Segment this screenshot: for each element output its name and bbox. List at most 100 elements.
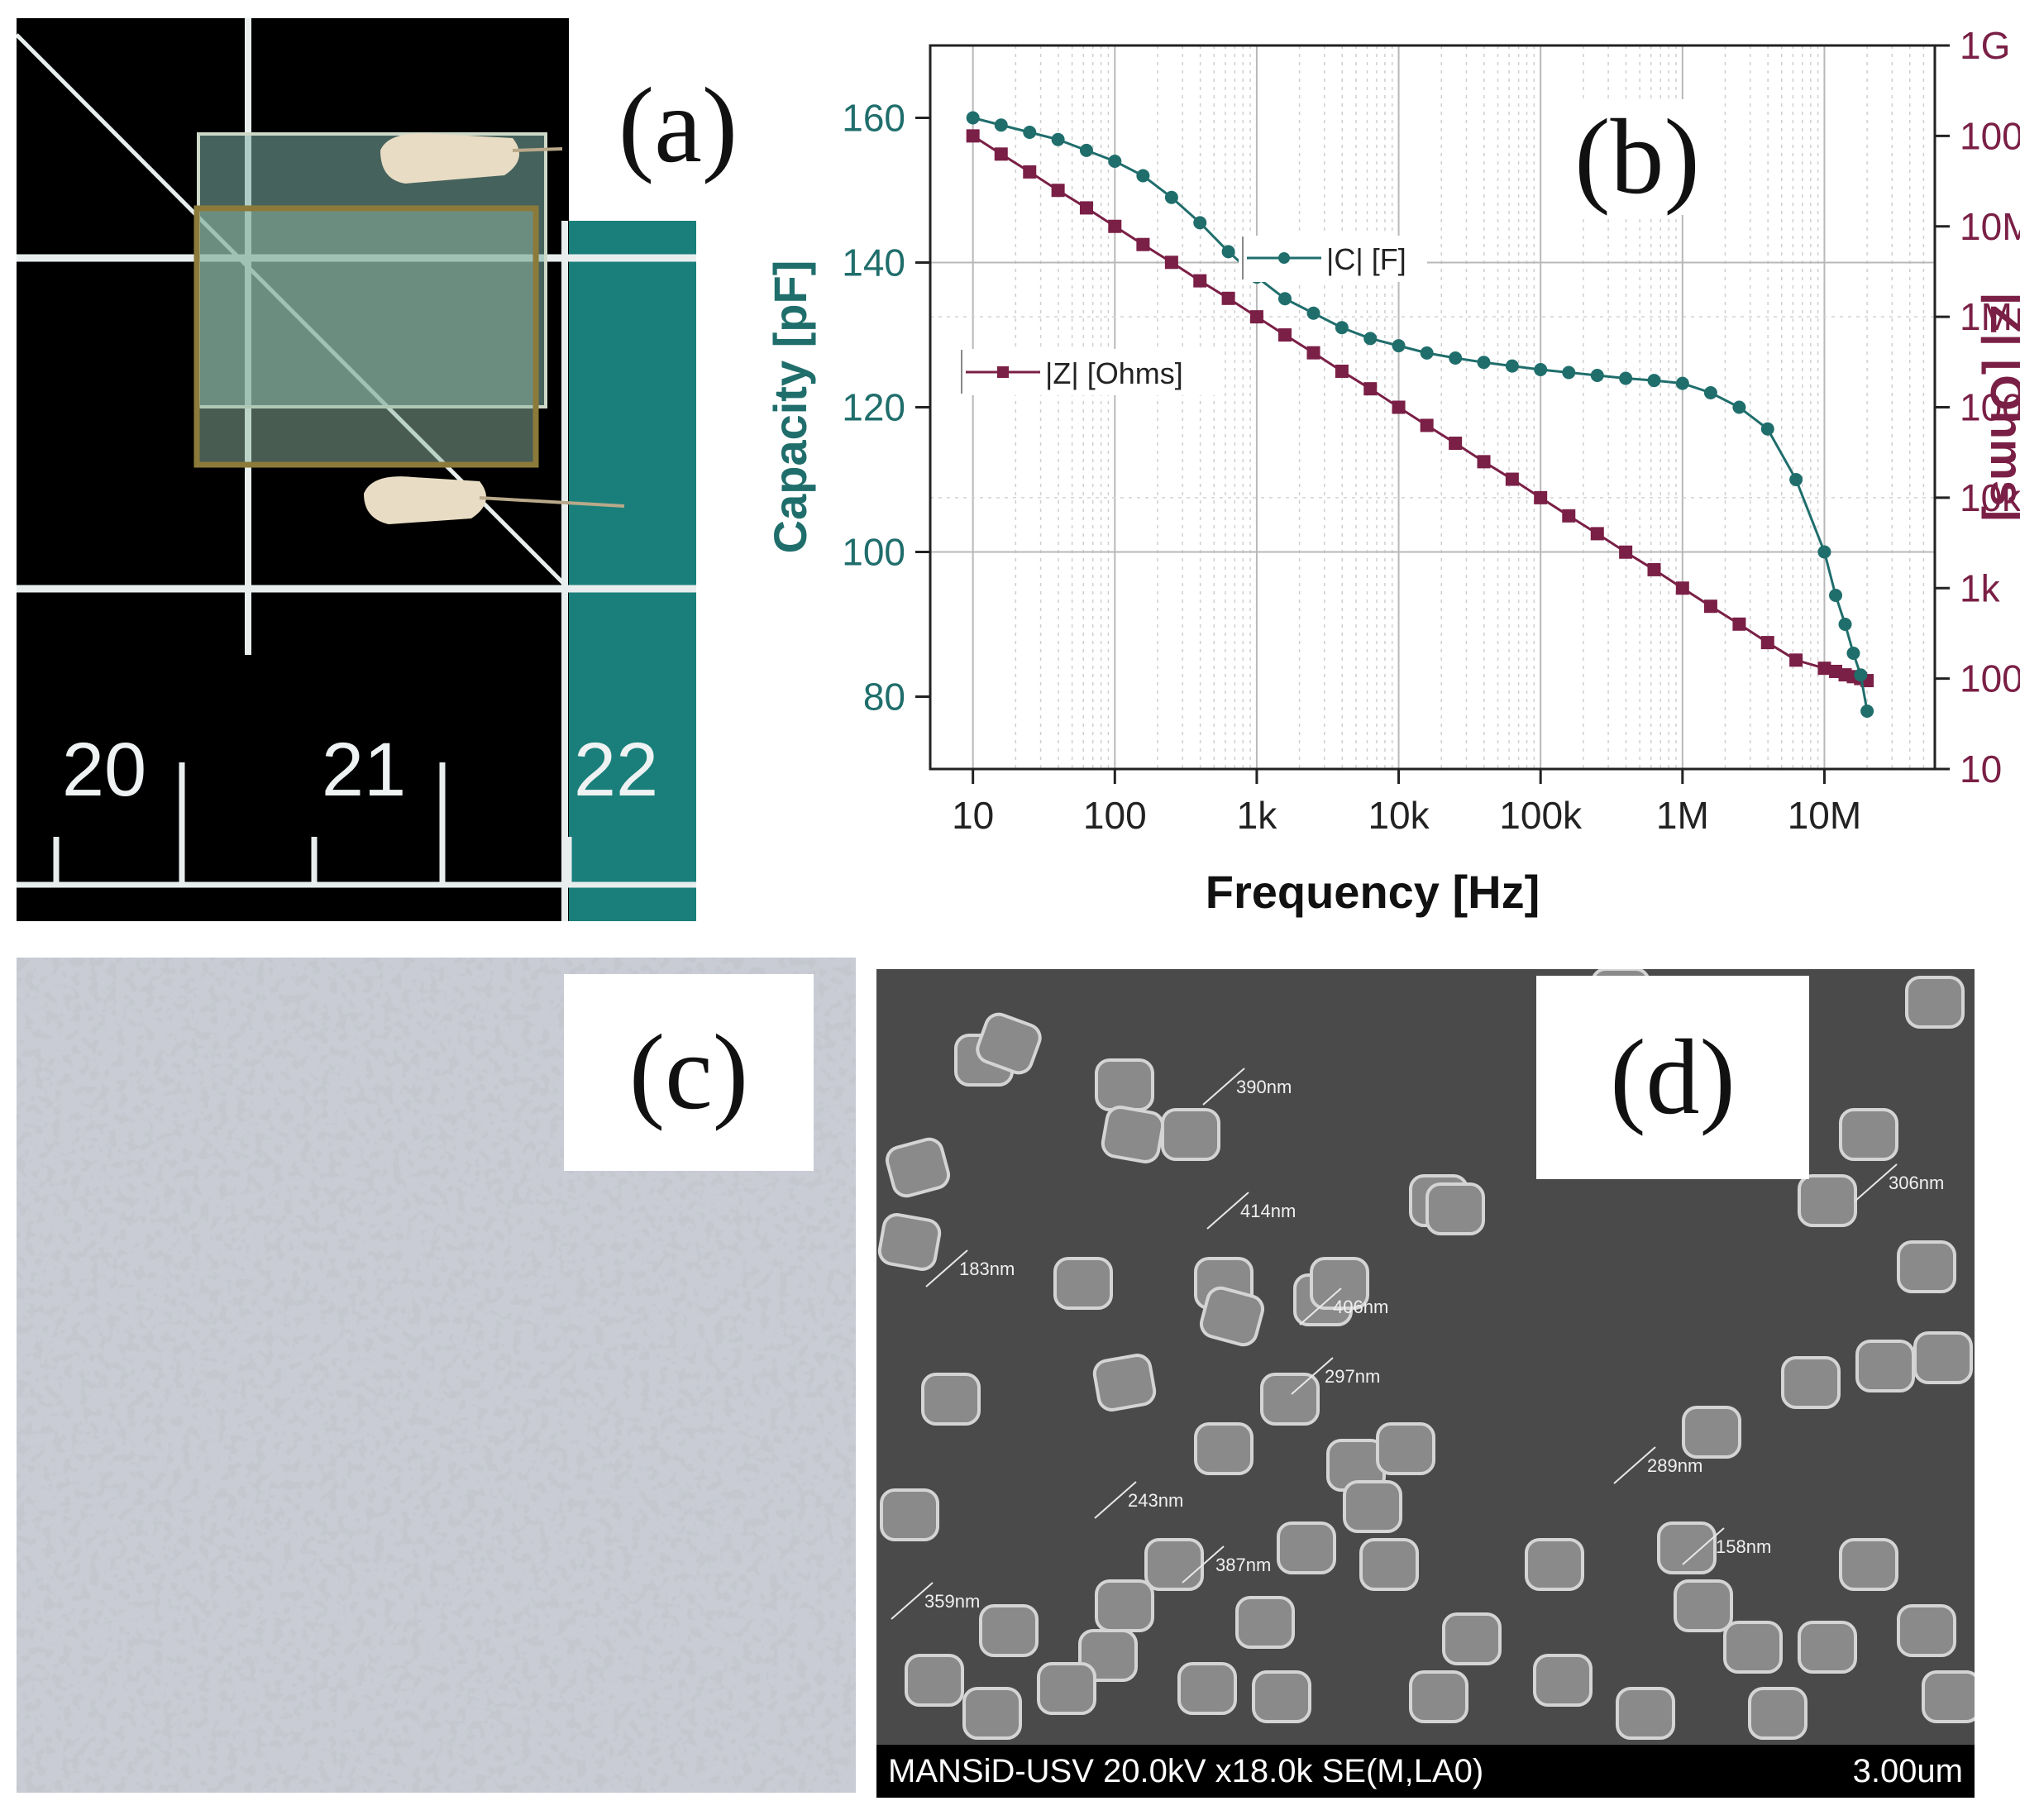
impedance-point: [1449, 437, 1463, 451]
y-axis-label-left: Capacity [pF]: [764, 260, 816, 554]
electrode-frame: [193, 205, 539, 468]
y-right-tick-label: 10M: [1960, 205, 2020, 248]
impedance-point: [1703, 600, 1717, 614]
capacity-point: [1562, 365, 1576, 380]
capacity-point: [1477, 356, 1491, 370]
measurement-line: [1613, 1446, 1656, 1484]
nanoparticle: [1260, 1373, 1320, 1426]
capacity-point: [1703, 386, 1717, 399]
impedance-point: [1108, 219, 1122, 233]
measurement-line: [891, 1582, 934, 1620]
y-axis-label-right: |Z| [Ohms]: [1980, 292, 2020, 521]
y-right-tick-label: 10k: [1960, 476, 2020, 519]
nanoparticle: [1194, 1422, 1254, 1475]
y-tick-label: 80: [863, 676, 905, 719]
x-tick-label: 100: [1083, 794, 1147, 837]
nanoparticle: [1177, 1662, 1237, 1715]
y-right-tick-label: 100k: [1960, 386, 2020, 429]
measurement-line: [1299, 1287, 1342, 1326]
capacity-point: [1392, 339, 1406, 353]
measurement-label: 306nm: [1889, 1173, 1944, 1193]
capacity-point: [966, 111, 980, 125]
impedance-point: [1817, 662, 1831, 676]
measurement-label: 183nm: [959, 1259, 1015, 1279]
panel-d-label: (d): [1536, 976, 1809, 1179]
nanoparticle: [1839, 1538, 1898, 1591]
nanoparticle: [1376, 1422, 1435, 1475]
measurement-label: 390nm: [1236, 1077, 1292, 1097]
impedance-point: [1335, 364, 1349, 378]
panel-d: 390nm 414nm 406nm 183nm 297nm 243nm 387nm 359nm…: [876, 967, 1981, 1798]
panel-a-label: (a): [618, 66, 738, 185]
x-tick-label: 10k: [1368, 794, 1430, 837]
capacity-point: [1449, 351, 1463, 365]
nanoparticle: [1359, 1538, 1419, 1591]
legend-capacity: |C| [F]: [1239, 236, 1427, 282]
sem-info-bar: MANSiD-USV 20.0kV x18.0k SE(M,LA0) 3.00u…: [876, 1745, 1975, 1798]
nanoparticle: [1252, 1670, 1311, 1723]
capacity-point: [1846, 647, 1860, 660]
nanoparticle: [1092, 1354, 1157, 1412]
ruler-number-22: 22: [574, 728, 658, 812]
impedance-point: [1760, 636, 1774, 650]
nanoparticle: [1078, 1629, 1138, 1682]
y-axis-right: 10 100 1k 10k 100k 1M 10M 100M 1G: [1935, 24, 2020, 791]
measurement-line: [1855, 1163, 1898, 1201]
nanoparticle: [1525, 1538, 1584, 1591]
capacity-point: [1221, 245, 1235, 259]
capacity-point: [1278, 292, 1292, 306]
nanoparticle: [1897, 1604, 1956, 1657]
legend-capacity-marker: [1278, 252, 1290, 264]
y-right-tick-label: 10: [1960, 748, 2002, 791]
panel-b-label: (b): [1554, 98, 1720, 217]
y-right-tick-label: 1G: [1960, 24, 2010, 67]
legend-impedance: |Z| [Ohms]: [957, 349, 1222, 395]
measurement-line: [1206, 1192, 1249, 1230]
impedance-chart: 10 100 1k 10k 100k 1M 10M 80 100 120 140 160 10 100…: [764, 24, 2020, 918]
x-tick-label: 1k: [1237, 794, 1278, 837]
nanoparticle: [1723, 1621, 1783, 1674]
nanoparticle: [921, 1373, 981, 1426]
nanoparticle: [1053, 1257, 1113, 1310]
nanoparticle: [1409, 1670, 1468, 1723]
impedance-point: [1306, 346, 1320, 360]
nanoparticle: [1905, 976, 1965, 1029]
nanoparticle: [1533, 1654, 1593, 1707]
nanoparticle: [1235, 1596, 1295, 1649]
measurement-line: [1094, 1481, 1137, 1519]
nanoparticle: [1781, 1356, 1841, 1409]
measurement-line: [1182, 1545, 1225, 1584]
nanoparticle: [1855, 1340, 1915, 1392]
capacity-point: [1817, 545, 1831, 559]
nanoparticle: [880, 1488, 939, 1541]
x-tick-label: 1M: [1656, 794, 1709, 837]
nanoparticle: [885, 1137, 951, 1198]
nanoparticle: [1839, 1108, 1898, 1161]
nanoparticle: [1101, 1106, 1165, 1163]
chart-series: [966, 111, 1874, 718]
legend-capacity-label: |C| [F]: [1326, 242, 1406, 276]
capacity-point: [1534, 363, 1548, 376]
nanoparticle: [877, 1213, 942, 1271]
x-axis: 10 100 1k 10k 100k 1M 10M: [952, 769, 1861, 837]
sem-scale-text: 3.00um: [1852, 1752, 1963, 1789]
capacity-point: [1732, 400, 1746, 414]
capacity-point: [1829, 589, 1843, 602]
capacity-point: [1363, 332, 1378, 346]
capacity-point: [1838, 618, 1852, 631]
nanoparticle: [1682, 1406, 1741, 1459]
nanoparticle: [1425, 1182, 1485, 1235]
x-tick-label: 100k: [1499, 794, 1583, 837]
x-tick-label: 10M: [1788, 794, 1861, 837]
measurement-line: [1202, 1068, 1245, 1106]
impedance-point: [1675, 581, 1689, 595]
measurement-line: [1291, 1357, 1334, 1395]
impedance-point: [1619, 545, 1633, 559]
impedance-point: [1023, 165, 1037, 179]
measurement-line: [1682, 1527, 1725, 1565]
nanoparticle: [1095, 1058, 1154, 1111]
legend-impedance-label: |Z| [Ohms]: [1045, 356, 1183, 390]
panel-b: 10 100 1k 10k 100k 1M 10M 80 100 120 140 160 10 100…: [728, 0, 2020, 934]
sem-image: 390nm 414nm 406nm 183nm 297nm 243nm 387nm 359nm…: [876, 967, 1981, 1755]
top-contact: [380, 133, 519, 184]
